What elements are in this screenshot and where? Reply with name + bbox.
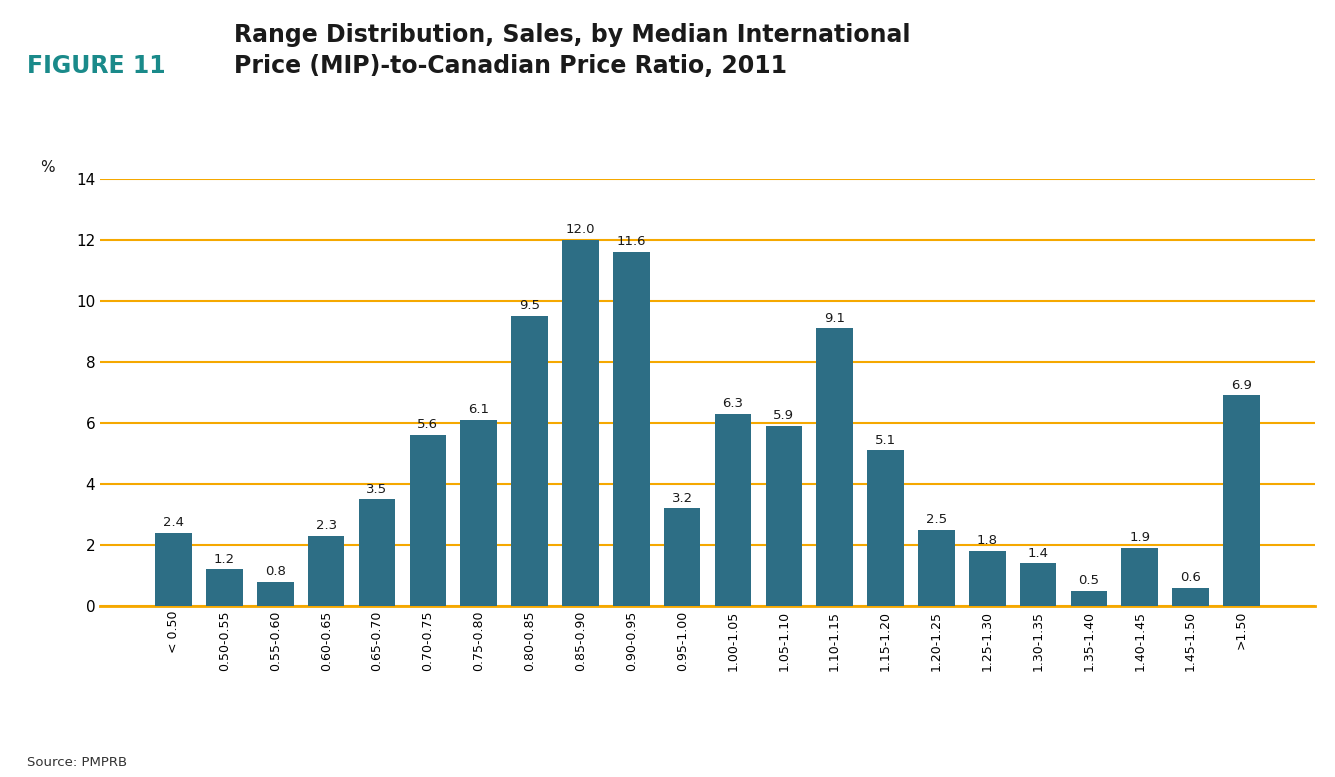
Text: 0.5: 0.5 [1079,574,1100,587]
Text: 6.1: 6.1 [469,403,489,416]
Bar [1172,587,1210,606]
Text: 6.3: 6.3 [722,397,744,410]
Bar [969,551,1005,606]
Text: 6.9: 6.9 [1231,378,1252,392]
Text: Range Distribution, Sales, by Median International
Price (MIP)-to-Canadian Price: Range Distribution, Sales, by Median Int… [234,23,910,78]
Bar [1121,548,1157,606]
Bar [511,316,547,606]
Bar [359,500,395,606]
Text: FIGURE 11: FIGURE 11 [27,54,166,78]
Text: Source: PMPRB: Source: PMPRB [27,756,127,769]
Bar [308,536,344,606]
Bar [714,414,752,606]
Bar [1020,563,1056,606]
Bar [817,329,853,606]
Text: 1.2: 1.2 [214,552,235,566]
Text: 2.5: 2.5 [925,513,947,526]
Bar [206,570,243,606]
Bar [868,451,904,606]
Bar [562,240,598,606]
Bar [410,435,446,606]
Text: 12.0: 12.0 [566,223,595,236]
Bar [918,530,955,606]
Text: 1.8: 1.8 [977,535,997,548]
Text: 3.2: 3.2 [672,492,693,505]
Text: 2.4: 2.4 [163,516,184,529]
Text: 0.6: 0.6 [1180,571,1202,584]
Text: 5.1: 5.1 [874,434,896,447]
Text: 9.5: 9.5 [519,299,541,312]
Text: 11.6: 11.6 [617,235,646,249]
Bar [613,252,650,606]
Text: 2.3: 2.3 [315,519,336,532]
Bar [765,426,802,606]
Bar [155,533,192,606]
Bar [1223,395,1260,606]
Text: 5.9: 5.9 [773,409,794,423]
Text: 1.4: 1.4 [1028,547,1048,559]
Text: 3.5: 3.5 [367,483,387,496]
Text: 1.9: 1.9 [1129,531,1151,545]
Text: 0.8: 0.8 [264,565,286,578]
Bar [258,582,294,606]
Bar [461,420,497,606]
Bar [1071,591,1107,606]
Text: %: % [40,160,55,175]
Text: 5.6: 5.6 [418,419,438,431]
Text: 9.1: 9.1 [824,312,845,325]
Bar [663,508,701,606]
